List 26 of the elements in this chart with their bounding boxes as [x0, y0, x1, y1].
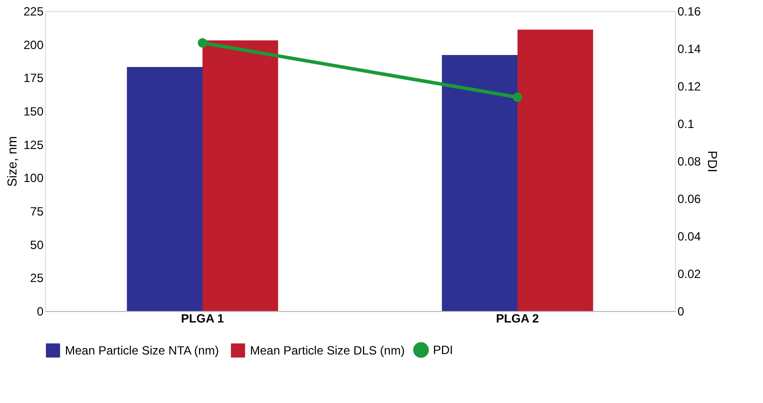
y-tick-label: 200	[23, 38, 44, 52]
legend-label: PDI	[433, 343, 454, 357]
y-tick-label: 125	[23, 138, 44, 152]
y2-tick-label: 0.12	[678, 80, 702, 94]
y-tick-label: 225	[23, 4, 44, 18]
x-tick-label: PLGA 2	[496, 312, 540, 326]
y2-tick-label: 0.06	[678, 192, 702, 206]
y2-tick-label: 0	[678, 304, 684, 318]
x-tick-label: PLGA 1	[181, 312, 224, 326]
y-tick-label: 75	[30, 204, 44, 218]
y2-tick-label: 0.16	[678, 4, 702, 18]
legend-label: Mean Particle Size DLS (nm)	[250, 343, 405, 358]
y-tick-label: 100	[23, 171, 44, 186]
y-axis-title: Size, nm	[4, 136, 20, 187]
y2-tick-label: 0.08	[678, 154, 702, 168]
y-tick-label: 25	[30, 271, 44, 286]
y2-tick-label: 0.02	[678, 267, 702, 281]
y2-tick-label: 0.1	[678, 117, 695, 131]
y-tick-label: 150	[23, 104, 44, 118]
y2-axis-title: PDI	[704, 150, 720, 172]
y-tick-label: 0	[36, 304, 44, 318]
legend-label: Mean Particle Size NTA (nm)	[65, 343, 219, 358]
y2-tick-label: 0.04	[678, 230, 702, 244]
y-tick-label: 50	[30, 238, 44, 252]
y2-tick-label: 0.14	[678, 42, 702, 56]
y-tick-label: 175	[23, 71, 44, 86]
